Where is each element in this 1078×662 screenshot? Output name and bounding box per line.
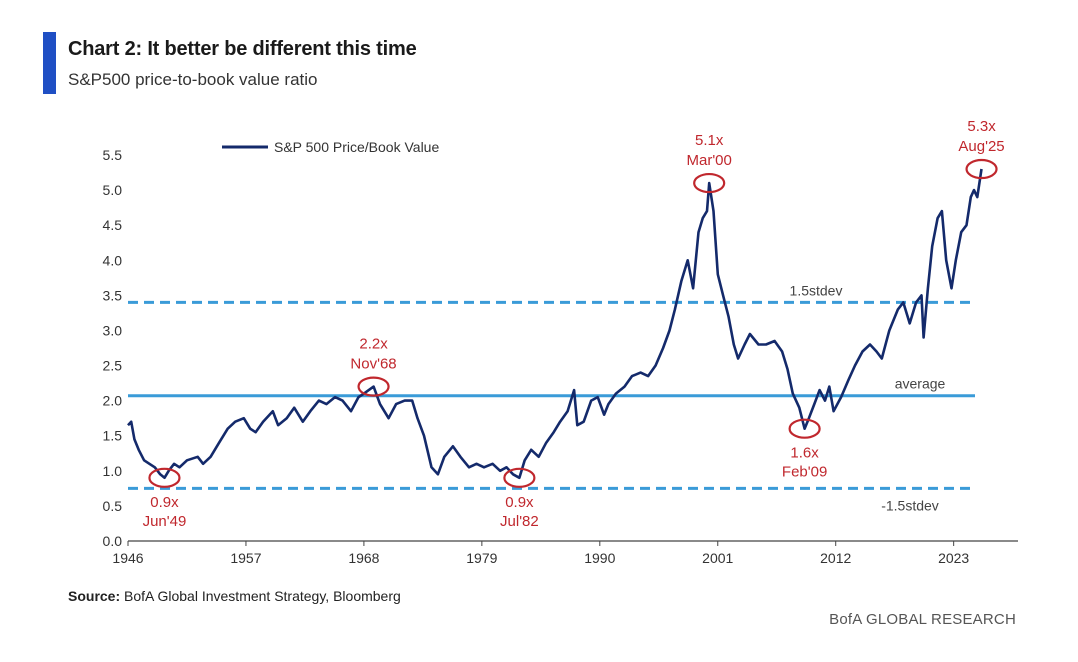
x-tick-label: 2001: [702, 550, 733, 566]
annotation-date: Jul'82: [500, 513, 539, 530]
source-note: Source: BofA Global Investment Strategy,…: [68, 588, 401, 604]
x-tick-label: 1979: [466, 550, 497, 566]
y-tick-label: 0.0: [103, 533, 123, 549]
y-tick-label: 3.5: [103, 287, 123, 303]
y-tick-label: 5.5: [103, 147, 123, 163]
x-tick-label: 1968: [348, 550, 379, 566]
y-tick-label: 2.5: [103, 358, 123, 374]
legend-label: S&P 500 Price/Book Value: [274, 139, 439, 155]
annotation-circle: [148, 467, 181, 488]
y-tick-label: 4.0: [103, 252, 123, 268]
x-tick-label: 1990: [584, 550, 615, 566]
annotation-circle: [693, 172, 726, 194]
x-tick-label: 2023: [938, 550, 969, 566]
y-tick-label: 1.0: [103, 463, 123, 479]
annotation-value: 5.1x: [695, 132, 724, 149]
y-tick-label: 4.5: [103, 217, 123, 233]
chart-subtitle: S&P500 price-to-book value ratio: [68, 70, 318, 89]
y-tick-label: 3.0: [103, 322, 123, 338]
annotation-circle: [788, 418, 821, 439]
reference-line-label: -1.5stdev: [881, 497, 939, 513]
y-tick-label: 0.5: [103, 498, 123, 514]
source-label: Source:: [68, 588, 121, 604]
source-text: BofA Global Investment Strategy, Bloombe…: [120, 588, 401, 604]
annotation-date: Mar'00: [686, 152, 731, 169]
annotation-value: 2.2x: [359, 336, 388, 353]
y-tick-label: 2.0: [103, 393, 123, 409]
annotation-circle: [503, 467, 536, 488]
annotation-value: 0.9x: [505, 494, 534, 511]
reference-line-label: 1.5stdev: [790, 282, 843, 298]
y-tick-label: 5.0: [103, 182, 123, 198]
annotation-date: Jun'49: [143, 513, 187, 530]
x-tick-label: 1946: [112, 550, 143, 566]
annotation-value: 1.6x: [790, 445, 819, 462]
y-tick-label: 1.5: [103, 428, 123, 444]
annotation-circle: [357, 376, 390, 397]
annotation-value: 5.3x: [967, 118, 996, 135]
x-tick-label: 1957: [230, 550, 261, 566]
x-tick-label: 2012: [820, 550, 851, 566]
annotation-date: Nov'68: [350, 356, 396, 373]
reference-line-label: average: [895, 376, 946, 392]
annotation-circle: [965, 158, 998, 180]
brand-label: BofA GLOBAL RESEARCH: [829, 611, 1016, 628]
annotation-date: Aug'25: [958, 138, 1004, 155]
title-accent-bar: [43, 32, 56, 94]
series-line-sp500-price-book: [127, 168, 983, 480]
annotation-date: Feb'09: [782, 464, 827, 481]
chart-title: Chart 2: It better be different this tim…: [68, 38, 417, 60]
annotation-value: 0.9x: [150, 494, 179, 511]
